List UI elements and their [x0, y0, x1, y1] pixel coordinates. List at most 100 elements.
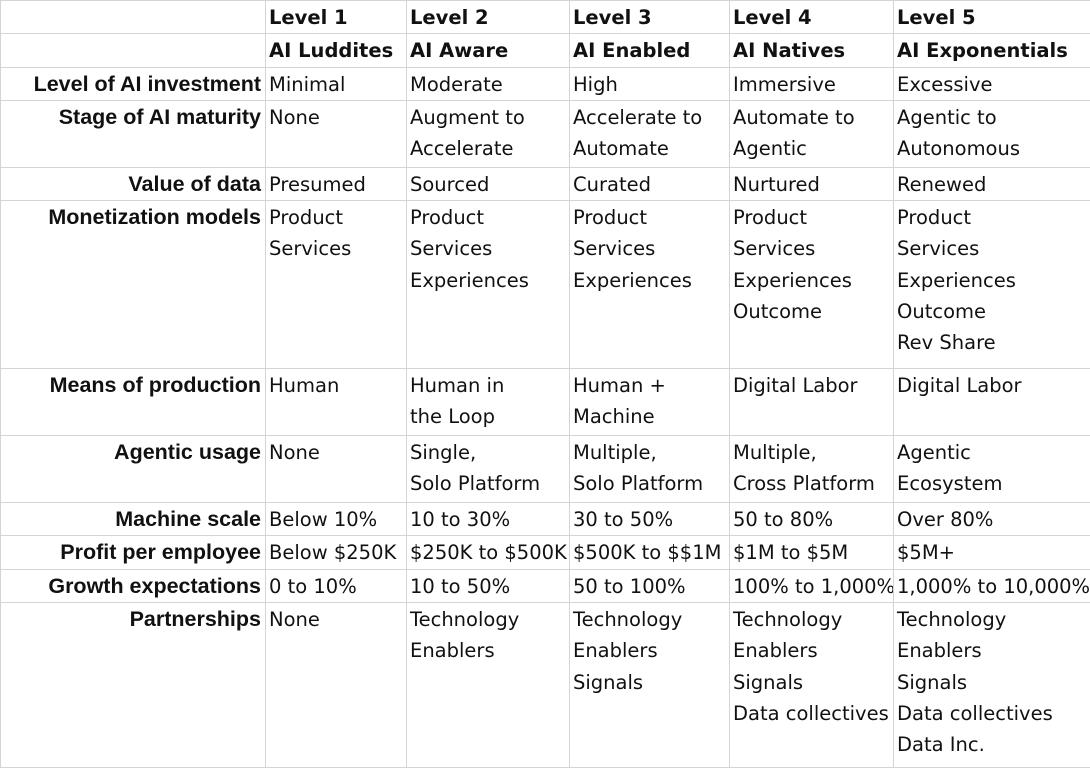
- header-row-levels: Level 1 Level 2 Level 3 Level 4 Level 5: [1, 1, 1090, 34]
- cell-line: 30 to 50%: [573, 504, 729, 535]
- cell-line: Product: [897, 202, 1090, 233]
- level-header: Level 4: [730, 1, 894, 34]
- table-cell: 50 to 80%: [730, 503, 894, 536]
- cell-line: Excessive: [897, 69, 1090, 100]
- cell-line: 50 to 80%: [733, 504, 893, 535]
- level-header: Level 3: [570, 1, 730, 34]
- table-cell: $5M+: [894, 536, 1090, 569]
- cell-line: Augment to: [410, 102, 569, 133]
- table-cell: Minimal: [266, 67, 407, 100]
- level-name-header: AI Exponentials: [894, 34, 1090, 67]
- level-name-header: AI Natives: [730, 34, 894, 67]
- level-header: Level 5: [894, 1, 1090, 34]
- cell-line: Nurtured: [733, 169, 893, 200]
- cell-line: Experiences: [573, 265, 729, 296]
- cell-line: Technology: [897, 604, 1090, 635]
- table-cell: Below 10%: [266, 503, 407, 536]
- cell-line: Moderate: [410, 69, 569, 100]
- level-header: Level 2: [407, 1, 570, 34]
- cell-line: Human +: [573, 370, 729, 401]
- row-header: Agentic usage: [1, 436, 266, 503]
- cell-line: Services: [897, 233, 1090, 264]
- cell-line: $5M+: [897, 537, 1090, 568]
- cell-line: Agentic: [897, 437, 1090, 468]
- cell-line: Immersive: [733, 69, 893, 100]
- cell-line: Enablers: [573, 635, 729, 666]
- cell-line: Below 10%: [269, 504, 406, 535]
- table-cell: Digital Labor: [894, 369, 1090, 436]
- cell-line: 100% to 1,000%: [733, 571, 893, 602]
- table-cell: Nurtured: [730, 167, 894, 200]
- level-header: Level 1: [266, 1, 407, 34]
- table-cell: Presumed: [266, 167, 407, 200]
- table-cell: 100% to 1,000%: [730, 569, 894, 602]
- cell-line: Digital Labor: [733, 370, 893, 401]
- cell-line: None: [269, 437, 406, 468]
- cell-line: $500K to $$1M: [573, 537, 729, 568]
- cell-line: Automate: [573, 133, 729, 164]
- cell-line: Presumed: [269, 169, 406, 200]
- cell-line: 1,000% to 10,000%: [897, 571, 1090, 602]
- cell-line: Rev Share: [897, 327, 1090, 358]
- table-cell: 1,000% to 10,000%: [894, 569, 1090, 602]
- cell-line: Product: [573, 202, 729, 233]
- cell-line: the Loop: [410, 401, 569, 432]
- cell-line: Curated: [573, 169, 729, 200]
- row-header: Partnerships: [1, 603, 266, 768]
- table-cell: $250K to $500K: [407, 536, 570, 569]
- cell-line: Data Inc.: [897, 729, 1090, 760]
- header-row-names: AI Luddites AI Aware AI Enabled AI Nativ…: [1, 34, 1090, 67]
- cell-line: Human in: [410, 370, 569, 401]
- cell-line: Human: [269, 370, 406, 401]
- cell-line: Technology: [410, 604, 569, 635]
- table-cell: None: [266, 603, 407, 768]
- table-cell: None: [266, 100, 407, 167]
- row-header: Means of production: [1, 369, 266, 436]
- table-cell: Multiple,Solo Platform: [570, 436, 730, 503]
- cell-line: Services: [269, 233, 406, 264]
- cell-line: Product: [269, 202, 406, 233]
- table-cell: Human: [266, 369, 407, 436]
- cell-line: Product: [410, 202, 569, 233]
- cell-line: Technology: [573, 604, 729, 635]
- table-cell: 30 to 50%: [570, 503, 730, 536]
- cell-line: 50 to 100%: [573, 571, 729, 602]
- level-name-header: AI Luddites: [266, 34, 407, 67]
- cell-line: Renewed: [897, 169, 1090, 200]
- table-cell: 10 to 30%: [407, 503, 570, 536]
- table-cell: High: [570, 67, 730, 100]
- cell-line: Agentic to: [897, 102, 1090, 133]
- cell-line: 0 to 10%: [269, 571, 406, 602]
- row-header: Level of AI investment: [1, 67, 266, 100]
- cell-line: Services: [573, 233, 729, 264]
- cell-line: Enablers: [410, 635, 569, 666]
- table-cell: Single,Solo Platform: [407, 436, 570, 503]
- cell-line: Experiences: [410, 265, 569, 296]
- table-cell: $500K to $$1M: [570, 536, 730, 569]
- cell-line: Accelerate to: [573, 102, 729, 133]
- cell-line: Multiple,: [573, 437, 729, 468]
- cell-line: Signals: [733, 667, 893, 698]
- table-cell: Human +Machine: [570, 369, 730, 436]
- cell-line: $250K to $500K: [410, 537, 569, 568]
- cell-line: Outcome: [897, 296, 1090, 327]
- table-cell: Immersive: [730, 67, 894, 100]
- table-cell: 50 to 100%: [570, 569, 730, 602]
- row-header: Growth expectations: [1, 569, 266, 602]
- cell-line: Signals: [897, 667, 1090, 698]
- cell-line: Signals: [573, 667, 729, 698]
- cell-line: Solo Platform: [573, 468, 729, 499]
- cell-line: Experiences: [733, 265, 893, 296]
